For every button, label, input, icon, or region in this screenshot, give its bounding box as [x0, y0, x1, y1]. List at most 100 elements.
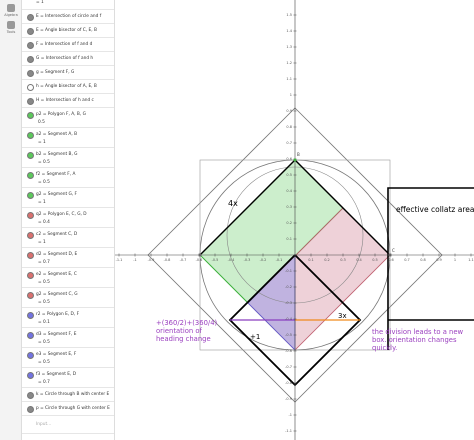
point-label: C — [392, 248, 395, 253]
annotation: +1 — [250, 333, 260, 341]
visibility-dot[interactable] — [27, 172, 34, 179]
annotation-line: quickly. — [372, 344, 397, 352]
item-value: = 1 — [38, 240, 46, 245]
visibility-dot[interactable] — [27, 132, 34, 139]
visibility-dot[interactable] — [27, 292, 34, 299]
algebra-item[interactable]: h = Angle bisector of A, E, B — [22, 80, 114, 94]
y-tick-label: -0.2 — [285, 285, 292, 289]
visibility-dot[interactable] — [27, 70, 34, 77]
y-tick-label: -0.6 — [285, 349, 292, 353]
x-tick-label: -0.4 — [228, 258, 236, 262]
item-definition: a2 = Segment A, B — [36, 132, 78, 137]
algebra-item[interactable]: p = Circle through G with center E — [22, 402, 114, 416]
visibility-dot[interactable] — [27, 14, 34, 21]
item-definition: c2 = Segment C, D — [36, 232, 78, 237]
annotation: 3x — [338, 312, 347, 320]
item-definition: e3 = Segment E, F — [36, 352, 77, 357]
algebra-item[interactable]: d2 = Segment D, E = 0.7 — [22, 248, 114, 268]
visibility-dot[interactable] — [27, 332, 34, 339]
algebra-item[interactable]: g2 = Segment G, F = 1 — [22, 188, 114, 208]
visibility-dot[interactable] — [27, 42, 34, 49]
x-tick-label: -0.3 — [244, 258, 251, 262]
x-tick-label: 0.3 — [340, 258, 346, 262]
x-tick-label: -1.1 — [116, 258, 123, 262]
algebra-item[interactable]: f3 = Segment E, D = 0.7 — [22, 368, 114, 388]
item-value: = 0.7 — [38, 380, 50, 385]
item-value: = 0.5 — [38, 180, 50, 185]
algebra-item[interactable]: p2 = Polygon F, A, B, G 0.5 — [22, 108, 114, 128]
visibility-dot[interactable] — [27, 56, 34, 63]
algebra-item[interactable]: e2 = Segment E, C = 0.5 — [22, 268, 114, 288]
visibility-dot[interactable] — [27, 352, 34, 359]
algebra-item[interactable]: E = Angle bisector of C, E, B — [22, 24, 114, 38]
item-value: = 0.7 — [38, 260, 50, 265]
input-row[interactable]: Input... — [22, 416, 114, 434]
tools-icon[interactable] — [7, 21, 15, 29]
toolbar-label[interactable]: Tools — [6, 30, 16, 34]
input-placeholder[interactable]: Input... — [36, 422, 52, 427]
visibility-dot[interactable] — [27, 252, 34, 259]
item-definition: k = Circle through B with center E — [36, 392, 110, 397]
x-tick-label: -0.5 — [212, 258, 219, 262]
visibility-dot[interactable] — [27, 192, 34, 199]
item-definition: G = Intersection of f and h — [36, 56, 94, 61]
x-tick-label: -0.8 — [164, 258, 171, 262]
y-tick-label: 1.3 — [286, 45, 292, 49]
item-value: = 0.1 — [38, 320, 50, 325]
toolbar-label[interactable]: Algebra — [4, 13, 18, 17]
visibility-dot[interactable] — [27, 406, 34, 413]
visibility-dot[interactable] — [27, 212, 34, 219]
algebra-item[interactable]: f2 = Segment F, A = 0.5 — [22, 168, 114, 188]
visibility-dot[interactable] — [27, 272, 34, 279]
annotation: effective collatz area 3x+1 — [396, 205, 474, 214]
x-tick-label: -0.7 — [180, 258, 187, 262]
algebra-item[interactable]: c2 = Segment C, D = 1 — [22, 228, 114, 248]
annotation-line: box. orientation changes — [372, 336, 457, 344]
y-tick-label: 1.2 — [286, 61, 292, 65]
item-definition: f3 = Segment E, D — [36, 372, 77, 377]
algebra-item[interactable]: q2 = Polygon E, C, G, D = 0.4 — [22, 208, 114, 228]
axis-ticks: -1.1 -1 -0.9 -0.8 -0.7 -0.6 -0.5 -0.4 -0.3 -0.2 -0… — [116, 13, 474, 433]
visibility-dot[interactable] — [27, 312, 34, 319]
x-tick-label: 0.9 — [436, 258, 442, 262]
x-tick-label: 0.2 — [324, 258, 330, 262]
side-toolbar: Algebra Tools — [0, 0, 22, 440]
algebra-item[interactable]: H = Intersection of h and c — [22, 94, 114, 108]
algebra-item[interactable]: F = Intersection of f and d — [22, 38, 114, 52]
item-value: = 1 — [36, 0, 44, 5]
visibility-dot[interactable] — [27, 372, 34, 379]
algebra-icon[interactable] — [7, 4, 15, 12]
algebra-item[interactable]: g = Segment F, G — [22, 66, 114, 80]
visibility-dot[interactable] — [27, 392, 34, 399]
visibility-dot[interactable] — [27, 112, 34, 119]
algebra-item[interactable]: r2 = Polygon E, D, F = 0.1 — [22, 308, 114, 328]
algebra-item[interactable]: a2 = Segment A, B = 1 — [22, 128, 114, 148]
collatz-box — [387, 187, 474, 350]
visibility-dot[interactable] — [27, 152, 34, 159]
item-value: = 1 — [38, 140, 46, 145]
algebra-item[interactable]: G = Intersection of f and h — [22, 52, 114, 66]
item-definition: f2 = Segment F, A — [36, 172, 76, 177]
algebra-item[interactable]: E = Intersection of circle and f — [22, 10, 114, 24]
x-tick-label: 0.6 — [388, 258, 394, 262]
y-tick-label: 1.1 — [286, 77, 292, 81]
item-definition: E = Intersection of circle and f — [36, 14, 102, 19]
visibility-dot[interactable] — [27, 232, 34, 239]
item-value: 0.5 — [38, 120, 45, 125]
point — [388, 253, 392, 257]
y-tick-label: -0.8 — [285, 381, 292, 385]
algebra-item[interactable]: d3 = Segment F, E = 0.5 — [22, 328, 114, 348]
algebra-item[interactable]: g2 = Segment C, G = 0.5 — [22, 288, 114, 308]
algebra-item[interactable]: k = Circle through B with center E — [22, 388, 114, 402]
visibility-dot[interactable] — [27, 28, 34, 35]
visibility-dot[interactable] — [27, 84, 34, 91]
visibility-dot[interactable] — [27, 98, 34, 105]
item-value: = 0.5 — [38, 280, 50, 285]
algebra-item[interactable]: = 1 — [22, 0, 114, 10]
division-note: the division leads to a new box. orienta… — [372, 328, 464, 352]
algebra-item[interactable]: e3 = Segment E, F = 0.5 — [22, 348, 114, 368]
y-tick-label: 0.9 — [286, 109, 292, 113]
algebra-item[interactable]: b2 = Segment B, G = 0.5 — [22, 148, 114, 168]
item-definition: d3 = Segment F, E — [36, 332, 77, 337]
